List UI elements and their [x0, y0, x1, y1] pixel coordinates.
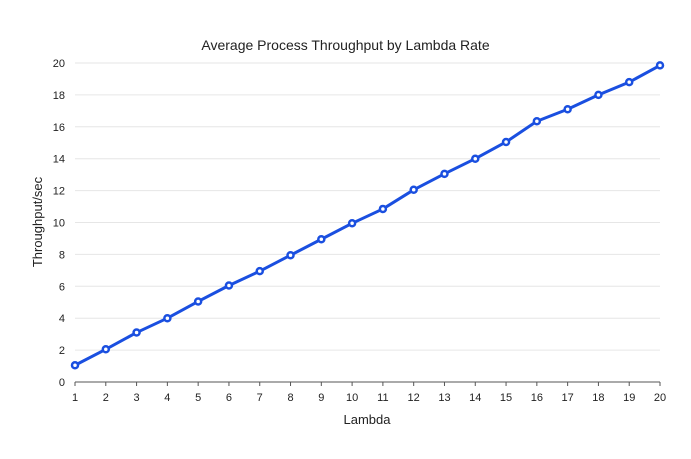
chart-title: Average Process Throughput by Lambda Rat…	[201, 37, 489, 53]
y-tick-label: 2	[59, 345, 65, 357]
x-tick-label: 9	[318, 392, 324, 404]
x-tick-label: 7	[257, 392, 263, 404]
y-tick-label: 6	[59, 281, 65, 293]
series	[70, 61, 665, 370]
x-axis-label: Lambda	[344, 412, 392, 427]
x-tick-label: 11	[377, 392, 388, 404]
data-point	[378, 204, 388, 214]
data-point	[70, 361, 80, 370]
data-point	[132, 328, 141, 337]
data-point	[255, 266, 264, 276]
y-axis-label: Throughput/sec	[30, 176, 45, 267]
x-tick-label: 12	[408, 392, 420, 404]
data-point	[224, 281, 234, 290]
x-tick-label: 1	[72, 392, 78, 404]
x-tick-label: 13	[438, 392, 450, 404]
data-point	[409, 185, 418, 195]
data-point	[471, 154, 480, 163]
y-tick-label: 20	[53, 58, 65, 70]
data-point	[624, 77, 634, 87]
data-point	[563, 105, 572, 114]
data-point	[440, 169, 449, 179]
y-tick-label: 8	[59, 249, 65, 261]
data-point	[286, 250, 295, 260]
x-tick-label: 10	[346, 392, 358, 404]
x-tick-label: 18	[592, 392, 604, 404]
y-tick-label: 0	[59, 377, 65, 389]
data-point	[501, 137, 511, 147]
data-point	[655, 61, 665, 70]
x-tick-label: 20	[654, 392, 666, 404]
y-tick-label: 14	[53, 154, 65, 166]
data-point	[101, 345, 111, 354]
data-point	[317, 234, 326, 244]
x-tick-label: 8	[287, 392, 293, 404]
series-line	[73, 63, 662, 367]
x-tick-label: 19	[623, 392, 635, 404]
x-tick-label: 4	[164, 392, 170, 404]
y-tick-label: 4	[59, 313, 65, 325]
y-tick-label: 18	[53, 90, 65, 102]
y-tick-labels: 0 2 4 6 8 10 12 14 16 18 20	[53, 58, 65, 389]
data-point	[163, 313, 172, 323]
y-tick-label: 10	[53, 218, 65, 230]
x-tick-label: 16	[531, 392, 543, 404]
x-tick-label: 17	[562, 392, 574, 404]
data-point	[193, 297, 203, 306]
x-tick-label: 6	[226, 392, 232, 404]
y-tick-label: 16	[53, 122, 65, 134]
x-tick-label: 15	[500, 392, 512, 404]
data-point	[347, 219, 357, 228]
y-tick-label: 12	[53, 186, 65, 198]
x-tick-label: 2	[103, 392, 109, 404]
x-tick-label: 5	[195, 392, 201, 404]
data-point	[532, 116, 542, 126]
x-tick-label: 14	[469, 392, 481, 404]
axes	[74, 381, 661, 386]
x-tick-labels: 1 2 3 4 5 6 7 8 9 10 11 12 13 14 15 16 17 18 19 20	[72, 392, 666, 404]
grid-lines	[75, 62, 660, 351]
x-tick-label: 3	[134, 392, 140, 404]
data-point	[594, 90, 603, 100]
